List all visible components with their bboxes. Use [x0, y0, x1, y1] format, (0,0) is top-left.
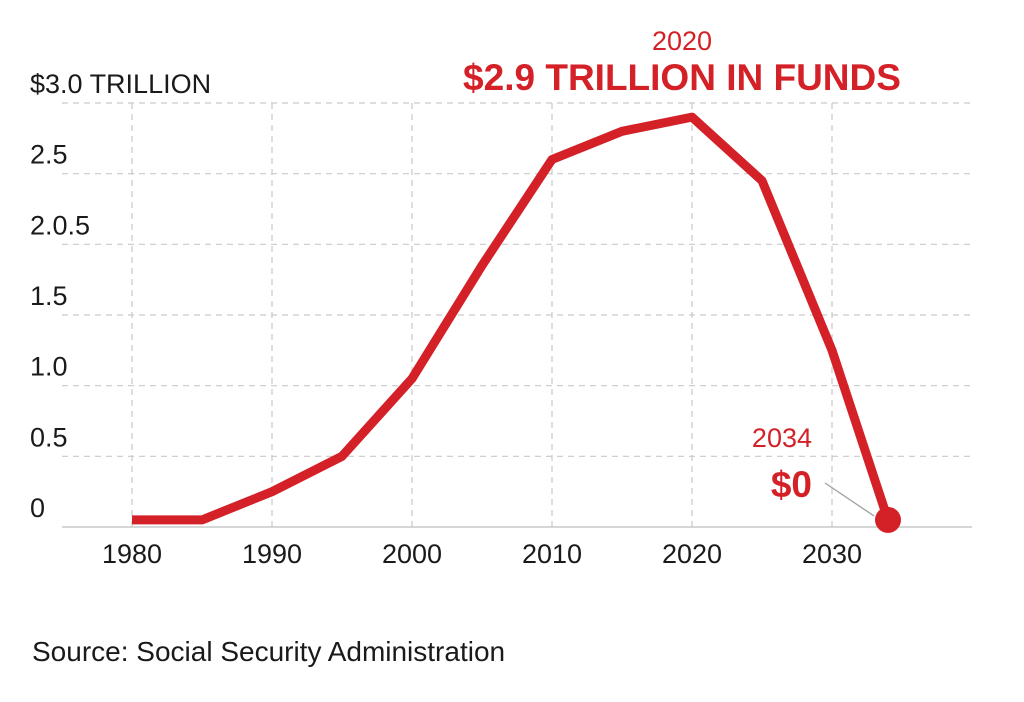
- x-axis-ticks: 1980 1990 2000 2010 2020 2030: [102, 539, 862, 569]
- peak-year-label: 2020: [652, 26, 712, 56]
- x-tick-label: 1980: [102, 539, 162, 569]
- x-tick-label: 2030: [802, 539, 862, 569]
- trust-fund-line-chart: 0 0.5 1.0 1.5 2.0.5 2.5 $3.0 TRILLION 1980 1990…: [30, 26, 972, 569]
- depletion-point-marker: [875, 506, 901, 533]
- x-tick-label: 2000: [382, 539, 442, 569]
- series-layer: [132, 112, 901, 533]
- annotations: 2020 $2.9 TRILLION IN FUNDS 2034 $0: [463, 26, 901, 517]
- y-tick-label: 1.0: [30, 352, 68, 382]
- y-tick-label: 2.0.5: [30, 210, 90, 240]
- y-tick-label: 1.5: [30, 281, 68, 311]
- y-tick-label: 2.5: [30, 140, 68, 170]
- gridlines: [62, 102, 972, 528]
- trust-fund-line: [132, 112, 893, 525]
- peak-value-label: $2.9 TRILLION IN FUNDS: [463, 57, 901, 98]
- y-tick-label: $3.0 TRILLION: [30, 69, 211, 99]
- y-axis-ticks: 0 0.5 1.0 1.5 2.0.5 2.5 $3.0 TRILLION: [30, 69, 211, 523]
- depletion-leader-line: [824, 482, 875, 517]
- x-tick-label: 1990: [242, 539, 302, 569]
- x-tick-label: 2020: [662, 539, 722, 569]
- depletion-value-label: $0: [771, 464, 812, 505]
- x-tick-label: 2010: [522, 539, 582, 569]
- source-note: Source: Social Security Administration: [32, 636, 506, 667]
- y-tick-label: 0: [30, 493, 45, 523]
- y-tick-label: 0.5: [30, 422, 68, 452]
- depletion-year-label: 2034: [752, 423, 812, 453]
